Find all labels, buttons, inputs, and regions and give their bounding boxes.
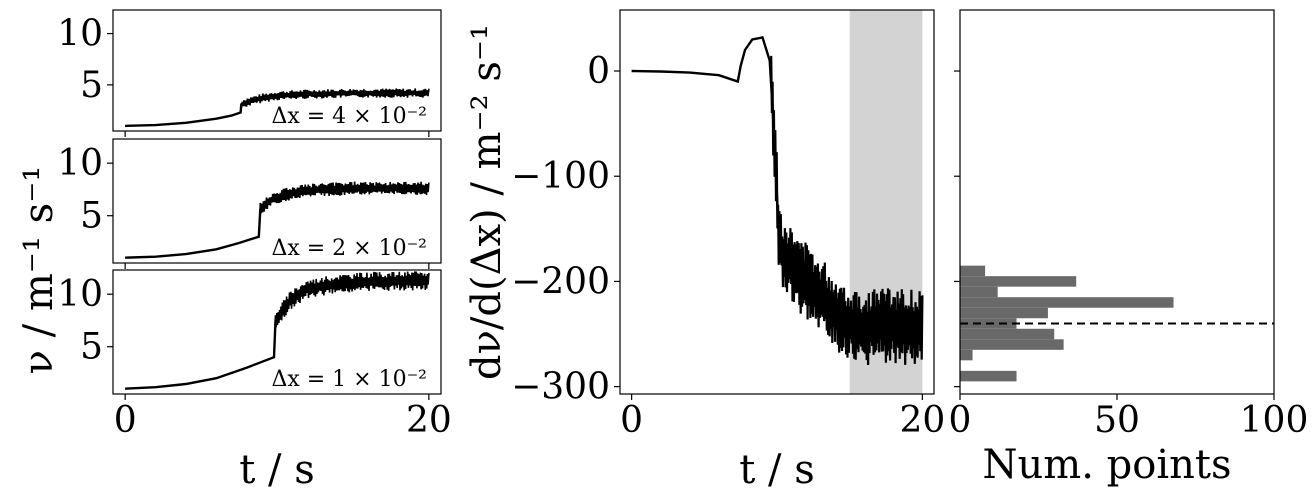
series-line: [631, 36, 923, 331]
series-group: [631, 36, 924, 366]
histogram-bar: [960, 276, 1077, 287]
histogram-bar: [960, 286, 998, 298]
y-tick-label: −200: [511, 261, 610, 302]
dx-annotation: Δx = 1 × 10⁻²: [271, 367, 427, 392]
x-tick-label: 0: [949, 400, 972, 441]
x-tick-label: 100: [1240, 400, 1309, 441]
x-axis-label: Num. points: [983, 442, 1232, 488]
y-tick-label: −100: [511, 156, 610, 197]
x-tick-label: 0: [114, 400, 137, 441]
oscillation-band: [273, 271, 430, 351]
series-group: [125, 271, 430, 390]
x-tick-label: 0: [620, 400, 643, 441]
y-axis-label: dν/d(Δx) / m⁻² s⁻¹: [464, 24, 510, 380]
y-tick-label: 10: [57, 274, 103, 315]
axes-frame: [619, 9, 935, 395]
histogram-bar: [960, 265, 986, 277]
y-tick-label: 5: [80, 196, 103, 237]
x-tick-label: 20: [406, 400, 452, 441]
dx-annotation: Δx = 2 × 10⁻²: [271, 236, 427, 261]
series-line: [125, 91, 429, 128]
x-tick-label: 20: [899, 400, 945, 441]
axes-frame: [112, 269, 442, 395]
axes-frame: [112, 9, 442, 132]
series-group: [125, 181, 430, 259]
panel-dx-1e-2: 5 10 0 20 Δx = 1 × 10⁻² t / s: [57, 269, 452, 493]
panel-dx-2e-2: 5 10 Δx = 2 × 10⁻²: [57, 138, 442, 269]
x-tick-label: 50: [1094, 400, 1140, 441]
dx-annotation: Δx = 4 × 10⁻²: [271, 104, 427, 129]
series-line: [125, 279, 429, 390]
left-ylabel: ν / m⁻¹ s⁻¹: [16, 166, 62, 375]
histogram-bar: [960, 349, 973, 361]
histogram-bar: [960, 328, 1055, 340]
y-tick-label: 0: [587, 51, 610, 92]
series-line: [125, 187, 429, 259]
y-tick-label: 10: [57, 14, 103, 55]
y-tick-label: 10: [57, 143, 103, 184]
y-tick-label: 5: [80, 65, 103, 106]
x-axis-label: t / s: [739, 447, 815, 493]
histogram-bar: [960, 339, 1064, 350]
histogram-bar: [960, 307, 1048, 319]
x-axis-label: t / s: [239, 447, 315, 493]
y-tick-label: 5: [80, 327, 103, 368]
y-tick-label: −300: [511, 367, 610, 408]
series-group: [125, 88, 430, 128]
histogram-bar: [960, 370, 1017, 382]
axes-frame: [112, 138, 442, 264]
oscillation-band: [258, 181, 430, 233]
panel-dx-4e-2: 5 10 Δx = 4 × 10⁻²: [57, 9, 442, 137]
oscillation-band: [770, 55, 924, 366]
histogram-bar: [960, 297, 1174, 308]
